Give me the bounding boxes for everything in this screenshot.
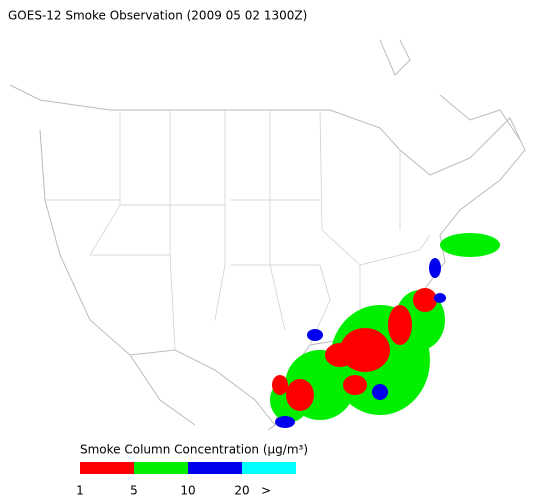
legend-swatch <box>134 462 188 474</box>
legend-tick-label: > <box>261 484 271 498</box>
smoke-patch <box>388 305 412 345</box>
basemap <box>9 39 526 431</box>
legend-swatch <box>242 462 296 474</box>
smoke-patch <box>272 375 288 395</box>
legend-tick-label: 10 <box>180 484 195 498</box>
smoke-patch <box>434 293 446 303</box>
legend-swatch <box>80 462 134 474</box>
smoke-overlay <box>270 233 500 428</box>
legend-tick-label: 20 <box>234 484 249 498</box>
smoke-patch <box>429 258 441 278</box>
legend-tick-label: 1 <box>76 484 84 498</box>
map-title: GOES-12 Smoke Observation (2009 05 02 13… <box>8 9 307 23</box>
smoke-patch <box>343 375 367 395</box>
smoke-patch <box>286 379 314 411</box>
smoke-patch <box>275 416 295 428</box>
legend: 1 5 10 20 > <box>76 462 296 498</box>
legend-swatch <box>188 462 242 474</box>
smoke-patch <box>413 288 437 312</box>
smoke-patch <box>440 233 500 257</box>
smoke-patch <box>307 329 323 341</box>
legend-title: Smoke Column Concentration (μg/m³) <box>80 443 308 457</box>
smoke-patch <box>325 343 355 367</box>
legend-tick-label: 5 <box>130 484 138 498</box>
smoke-patch <box>372 384 388 400</box>
